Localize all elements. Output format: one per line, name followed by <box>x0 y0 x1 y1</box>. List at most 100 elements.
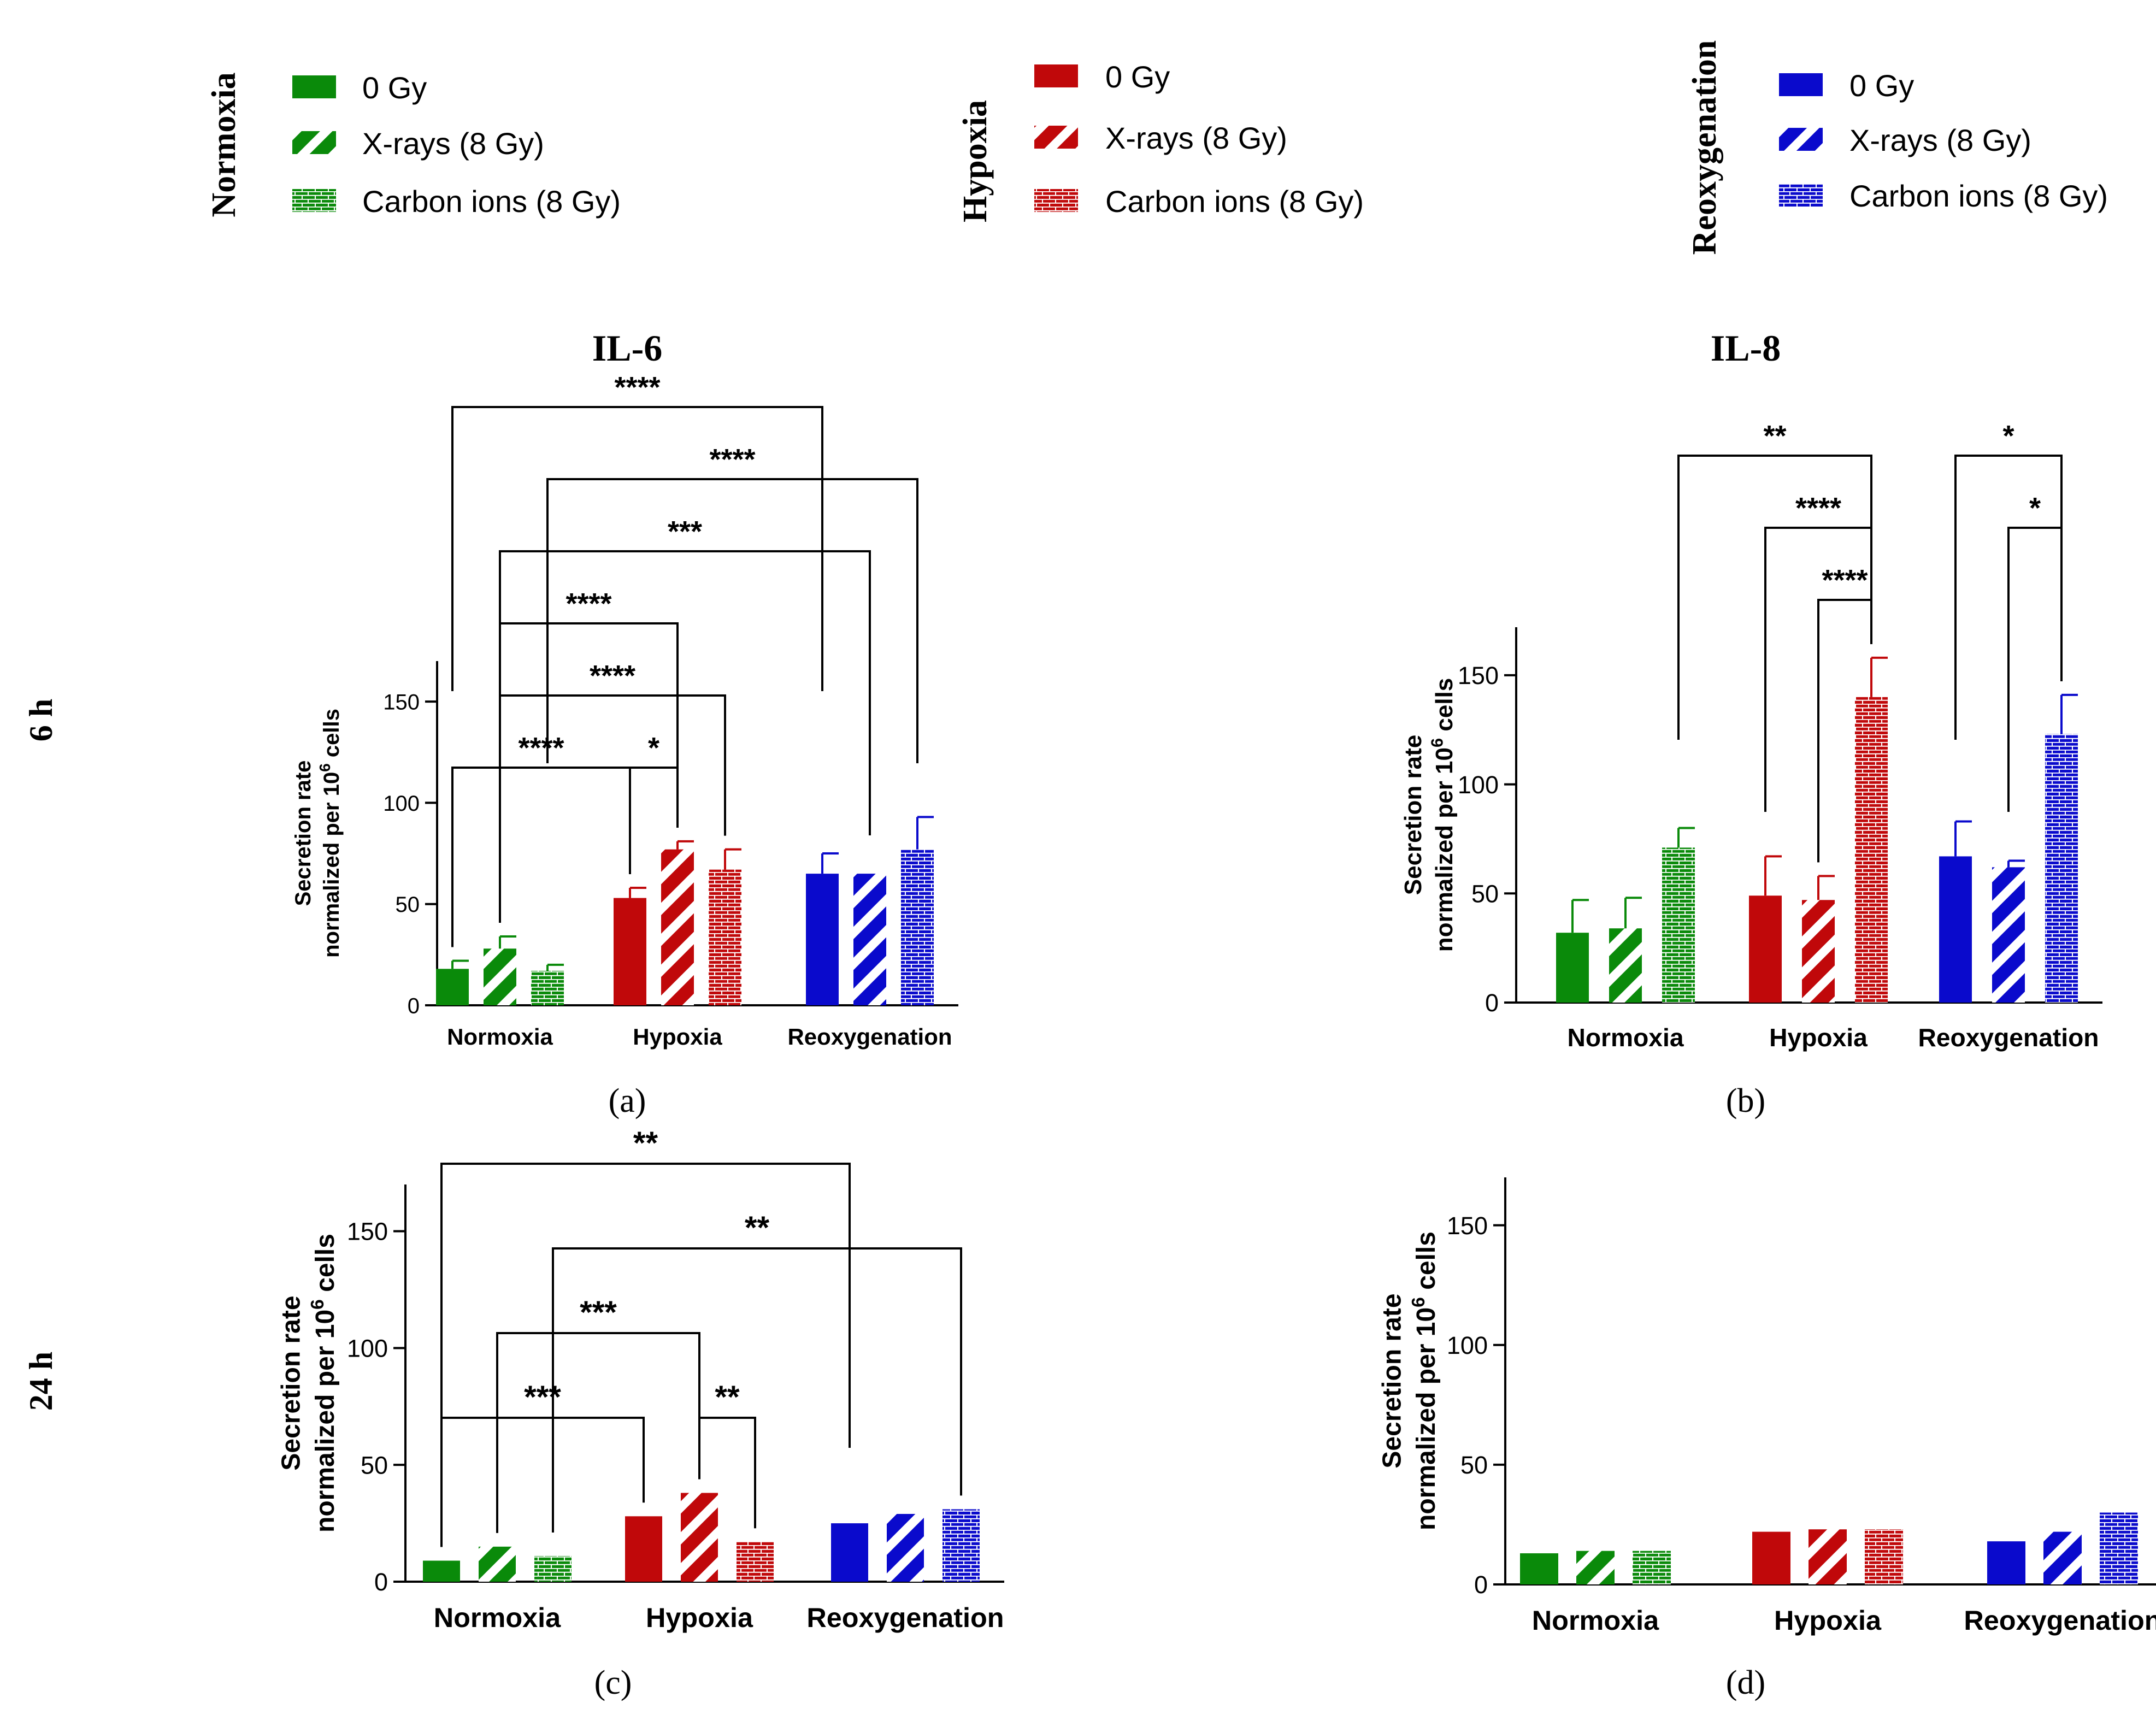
y-axis-title-text: cells <box>1412 1231 1441 1297</box>
category-label-hypoxia: Hypoxia <box>1769 1023 1868 1052</box>
y-axis-title-line2: normalized per 106 cells <box>308 1234 340 1533</box>
y-axis-title-text: normalized per 10 <box>1412 1307 1441 1530</box>
y-axis-title-line1: Secretion rate <box>1400 735 1427 895</box>
bracket-line <box>499 622 679 907</box>
bracket-line <box>1954 455 2063 740</box>
legend-group-reoxygenation: Reoxygenation 0 Gy X-rays (8 Gy) Carbon ion… <box>1686 40 2108 255</box>
column-title-il8: IL-8 <box>1711 327 1781 369</box>
legend-entry-label: 0 Gy <box>1849 68 1914 103</box>
bar-hypoxia-s0 <box>614 898 646 1005</box>
bracket-line <box>552 1247 962 1533</box>
y-axis-title-superscript: 6 <box>1427 738 1446 747</box>
bar-normoxia-s1 <box>1609 928 1642 1003</box>
y-axis-title-text: cells <box>1431 678 1458 738</box>
bracket-line <box>440 1417 645 1547</box>
figure-labels: 6 h 24 h IL-6 IL-8 <box>23 327 1781 1411</box>
bracket-line <box>440 1163 851 1448</box>
bar-reoxygenation-s2 <box>942 1509 980 1582</box>
bar-reoxygenation-s0 <box>831 1523 868 1582</box>
significance-label: *** <box>580 1295 617 1330</box>
bar-hypoxia-s2 <box>1855 697 1888 1003</box>
y-tick-label: 50 <box>1460 1451 1488 1479</box>
legend-swatch <box>1779 128 1823 151</box>
bar-normoxia-s1 <box>484 948 516 1005</box>
significance-label: ** <box>1763 420 1786 452</box>
legend-entry-label: Carbon ions (8 Gy) <box>1105 184 1364 219</box>
bar-normoxia-s0 <box>1556 933 1589 1003</box>
category-label-normoxia: Normoxia <box>1532 1605 1659 1636</box>
bar-hypoxia-s2 <box>709 869 741 1005</box>
bar-reoxygenation-s1 <box>1992 867 2025 1003</box>
y-axis-title-line2: normalized per 106 cells <box>316 709 344 958</box>
category-label-reoxygenation: Reoxygenation <box>1918 1023 2099 1052</box>
category-label-normoxia: Normoxia <box>1567 1023 1683 1052</box>
y-tick-label: 100 <box>1458 771 1499 799</box>
y-axis-title-line2: normalized per 106 cells <box>1427 678 1458 952</box>
significance-label: * <box>648 732 659 764</box>
row-label-6h: 6 h <box>23 699 59 741</box>
bar-normoxia-s2 <box>1633 1551 1671 1584</box>
significance-bracket: ** <box>1677 420 1872 740</box>
bar-normoxia-s0 <box>436 969 469 1005</box>
legend-entry-label: Carbon ions (8 Gy) <box>362 184 621 219</box>
y-axis-title: Secretion rate normalized per 106 cells <box>1400 678 1458 952</box>
bar-reoxygenation-s0 <box>1987 1541 2025 1584</box>
y-tick-label: 0 <box>1474 1571 1488 1599</box>
bar-reoxygenation-s2 <box>2100 1512 2138 1584</box>
bar-reoxygenation-s0 <box>1939 856 1972 1003</box>
bar-reoxygenation-s2 <box>901 849 934 1005</box>
y-axis-title-line1: Secretion rate <box>1378 1293 1407 1468</box>
legend-entry-label: Carbon ions (8 Gy) <box>1849 179 2108 213</box>
bar-reoxygenation-s1 <box>2043 1531 2082 1584</box>
significance-label: **** <box>590 659 635 692</box>
y-axis-title: Secretion rate normalized per 106 cells <box>291 709 344 958</box>
legend-entry-label: X-rays (8 Gy) <box>1849 123 2031 157</box>
bar-normoxia-s0 <box>423 1560 460 1582</box>
y-axis-title-superscript: 6 <box>316 763 333 772</box>
significance-label: **** <box>709 443 755 476</box>
y-axis-title-text: cells <box>320 709 344 763</box>
legend-entry-label: X-rays (8 Gy) <box>362 126 544 161</box>
bar-hypoxia-s1 <box>1802 900 1835 1003</box>
y-axis-title-line1: Secretion rate <box>277 1295 306 1470</box>
bar-hypoxia-s2 <box>737 1542 774 1582</box>
panel-letter: (d) <box>1726 1664 1765 1701</box>
panel-a: 0 50 100 150 Secretion rate normalized per 10… <box>291 371 958 1119</box>
significance-bracket: **** <box>451 732 631 947</box>
legend-condition-label: Reoxygenation <box>1686 40 1723 255</box>
bar-hypoxia-s2 <box>1865 1529 1903 1584</box>
bar-normoxia-s2 <box>531 971 564 1005</box>
bar-reoxygenation-s1 <box>853 874 886 1005</box>
bar-normoxia-s1 <box>1576 1551 1615 1584</box>
y-tick-label: 50 <box>396 893 420 917</box>
y-axis-title-text: cells <box>311 1234 340 1299</box>
bar-normoxia-s2 <box>1662 847 1695 1003</box>
bracket-line <box>451 767 631 947</box>
category-label-hypoxia: Hypoxia <box>1774 1605 1882 1636</box>
y-axis-title-superscript: 6 <box>308 1299 328 1310</box>
y-tick-label: 0 <box>408 994 420 1018</box>
significance-label: ** <box>633 1125 658 1161</box>
y-tick-label: 100 <box>1447 1331 1488 1359</box>
bar-normoxia-s2 <box>534 1555 572 1582</box>
legend: Normoxia 0 Gy X-rays (8 Gy) Carbon ions (8 … <box>205 40 2108 255</box>
legend-swatch <box>1779 73 1823 96</box>
panel-letter: (c) <box>594 1664 632 1701</box>
category-label-normoxia: Normoxia <box>447 1024 553 1050</box>
y-axis-title-text: normalized per 10 <box>320 772 344 958</box>
bar-hypoxia-s1 <box>661 849 694 1005</box>
bracket-line <box>546 478 918 763</box>
bar-hypoxia-s1 <box>681 1493 718 1582</box>
bar-normoxia-s1 <box>479 1546 516 1582</box>
significance-label: * <box>2029 492 2041 524</box>
bracket-line <box>1677 455 1872 740</box>
significance-label: *** <box>524 1380 561 1415</box>
legend-swatch <box>292 131 336 154</box>
y-tick-label: 0 <box>1485 989 1499 1017</box>
significance-bracket: ** <box>552 1210 962 1533</box>
y-axis-title-text: normalized per 10 <box>311 1310 340 1533</box>
